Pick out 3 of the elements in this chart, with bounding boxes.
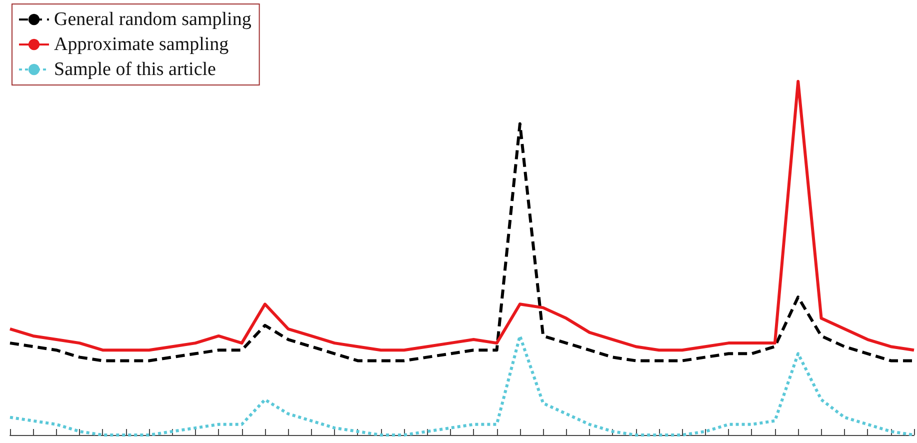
legend-label: General random sampling (54, 9, 252, 30)
legend-label: Approximate sampling (54, 34, 230, 55)
legend-label: Sample of this article (54, 59, 216, 80)
